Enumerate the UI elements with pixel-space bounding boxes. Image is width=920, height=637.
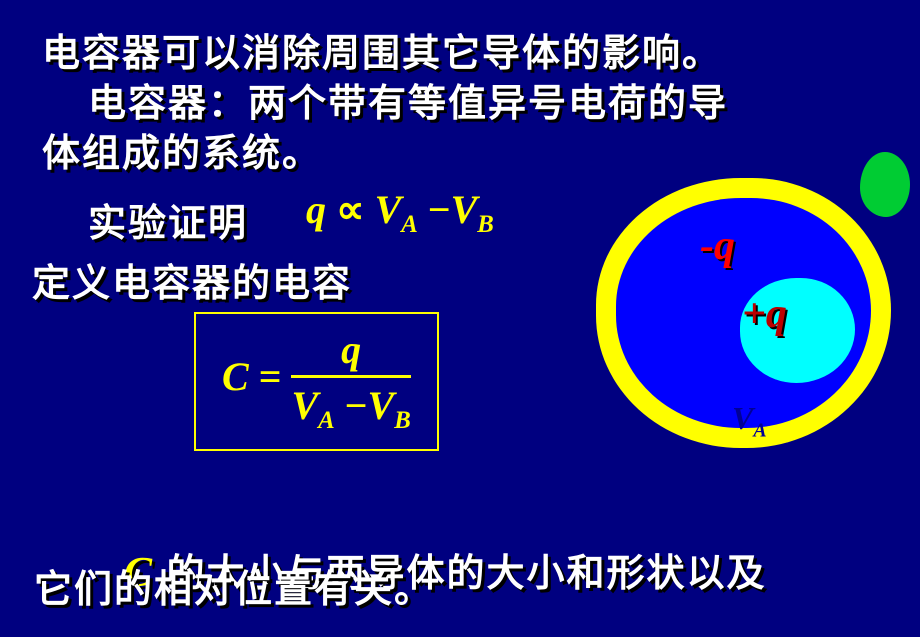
den-A: A xyxy=(318,407,335,434)
slide: 电容器可以消除周围其它导体的影响。 电容器：两个带有等值异号电荷的导 体组成的系… xyxy=(0,0,920,637)
label-plus-q: +q xyxy=(742,290,787,338)
label-minus-q: -q xyxy=(700,222,735,270)
sym-A: A xyxy=(401,211,418,238)
label-VB-sub: B xyxy=(591,243,604,265)
external-conductor xyxy=(860,152,910,217)
line-4: 实验证明 xyxy=(42,192,248,247)
label-VA-sub: A xyxy=(753,419,766,441)
formula-capacitance: C = q VA −VB xyxy=(222,354,411,399)
sym-B: B xyxy=(477,211,494,238)
fraction: q VA −VB xyxy=(291,326,410,435)
sym-eq: = xyxy=(249,354,292,399)
sym-V2: V xyxy=(451,187,478,232)
sym-q: q xyxy=(306,187,326,232)
line-1: 电容器可以消除周围其它导体的影响。 xyxy=(42,22,722,77)
label-VA: VA xyxy=(732,400,767,442)
label-VA-V: V xyxy=(732,400,753,436)
den-V2: V xyxy=(368,383,395,428)
formula-capacitance-box: C = q VA −VB xyxy=(194,312,439,451)
line-5: 定义电容器的电容 xyxy=(32,252,352,307)
den-B: B xyxy=(394,407,411,434)
formula-proportional: q ∝ VA −VB xyxy=(306,186,494,239)
line-2: 电容器：两个带有等值异号电荷的导 xyxy=(42,72,728,127)
den-V1: V xyxy=(291,383,318,428)
line-7: 它们的相对位置有关。 xyxy=(34,558,434,613)
numerator: q xyxy=(291,326,410,378)
label-VB: VB xyxy=(570,224,605,266)
denominator: VA −VB xyxy=(291,378,410,435)
label-VB-V: V xyxy=(570,224,591,260)
sym-prop: ∝ xyxy=(326,187,375,232)
sym-minus: − xyxy=(418,187,451,232)
line-3: 体组成的系统。 xyxy=(42,122,322,177)
den-minus: − xyxy=(335,383,368,428)
sym-C: C xyxy=(222,354,249,399)
sym-V1: V xyxy=(375,187,402,232)
